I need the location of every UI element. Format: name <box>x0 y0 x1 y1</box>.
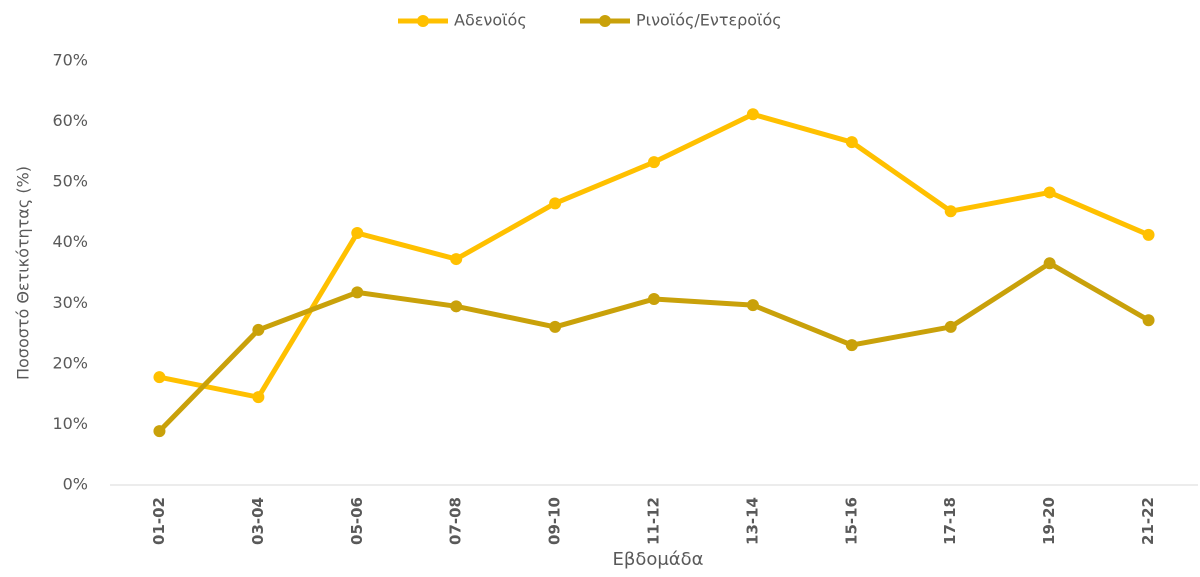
point <box>845 339 858 352</box>
point <box>252 391 265 404</box>
y-tick-label: 50% <box>52 172 88 191</box>
point <box>944 205 957 218</box>
x-tick-label: 19-20 <box>1040 497 1058 545</box>
x-tick-label: 09-10 <box>546 497 564 545</box>
point <box>845 136 858 149</box>
point <box>944 320 957 333</box>
series-line <box>157 260 1150 433</box>
y-tick-label: 10% <box>52 414 88 433</box>
point <box>1142 228 1155 241</box>
point <box>648 293 660 306</box>
point <box>549 320 562 333</box>
x-tick-label: 01-02 <box>150 497 168 545</box>
point <box>648 156 660 169</box>
point <box>153 371 166 384</box>
y-axis-label: Ποσοστό Θετικότητας (%) <box>14 166 33 380</box>
point <box>549 197 562 210</box>
y-tick-label: 60% <box>52 111 88 130</box>
x-tick-label: 17-18 <box>941 497 959 545</box>
point <box>450 253 463 266</box>
point <box>450 300 463 313</box>
y-tick-label: 20% <box>52 353 88 372</box>
point <box>1142 314 1155 327</box>
point <box>746 108 759 121</box>
point <box>351 286 364 299</box>
y-tick-label: 70% <box>52 51 88 70</box>
x-tick-label: 07-08 <box>447 497 465 545</box>
x-tick-label: 15-16 <box>842 497 860 545</box>
legend-marker <box>417 15 429 27</box>
x-tick-label: 03-04 <box>249 497 267 545</box>
x-tick-label: 13-14 <box>743 497 761 545</box>
y-tick-label: 30% <box>52 293 88 312</box>
y-tick-label: 0% <box>63 475 88 494</box>
legend-label: Αδενοϊός <box>454 11 527 30</box>
legend-label: Ρινοϊός/Εντεροϊός <box>636 11 782 30</box>
x-tick-label: 21-22 <box>1139 497 1157 545</box>
x-tick-label: 11-12 <box>645 497 663 545</box>
x-tick-label: 05-06 <box>348 497 366 545</box>
point <box>1043 257 1056 270</box>
point <box>746 299 759 312</box>
x-axis-label: Εβδομάδα <box>612 549 703 570</box>
point <box>252 323 265 336</box>
point <box>153 425 166 438</box>
point <box>351 227 364 240</box>
legend-marker <box>599 15 611 27</box>
point <box>1043 186 1056 199</box>
y-tick-label: 40% <box>52 232 88 251</box>
